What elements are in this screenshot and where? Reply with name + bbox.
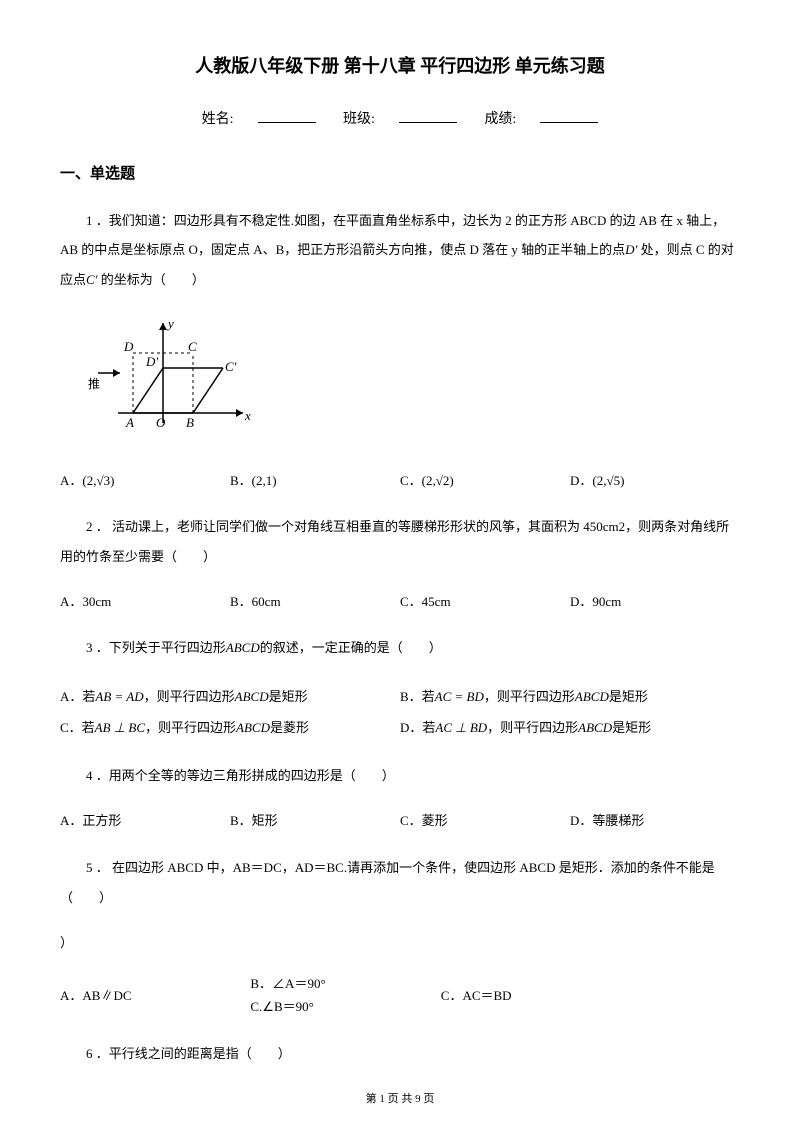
q5-opt-b: B．∠A＝90°: [250, 972, 440, 995]
post: 是矩形: [612, 720, 651, 735]
q5-opt-bc[interactable]: B．∠A＝90° C.∠B＝90°: [250, 972, 440, 1019]
label: D．: [570, 473, 592, 488]
name-label: 姓名:: [202, 112, 234, 127]
q3-opt-b[interactable]: B．若AC = BD，则平行四边形ABCD是矩形: [400, 681, 740, 712]
student-info: 姓名: 班级: 成绩:: [60, 107, 740, 132]
question-6: 6 ．平行线之间的距离是指（ ）: [60, 1039, 740, 1069]
svg-text:x: x: [244, 408, 251, 423]
q3-opt-d[interactable]: D．若AC ⊥ BD，则平行四边形ABCD是矩形: [400, 712, 740, 743]
score-label: 成绩:: [484, 112, 516, 127]
label: A．: [60, 473, 82, 488]
class-blank[interactable]: [399, 109, 457, 123]
q1-options: A．(2,√3) B．(2,1) C．(2,√2) D．(2,√5): [60, 469, 740, 492]
svg-text:B: B: [186, 415, 194, 430]
q4-opt-d[interactable]: D．等腰梯形: [570, 809, 740, 832]
q3-post: 的叙述，一定正确的是（ ）: [260, 640, 442, 655]
mid: ，则平行四边形: [144, 689, 235, 704]
value: (2,√3): [82, 473, 114, 488]
section-header: 一、单选题: [60, 161, 740, 188]
label: A．若: [60, 689, 95, 704]
label: B．若: [400, 689, 435, 704]
svg-text:D': D': [145, 354, 158, 369]
q2-options: A．30cm B．60cm C．45cm D．90cm: [60, 590, 740, 613]
value: (2,1): [252, 473, 277, 488]
q2-opt-c[interactable]: C．45cm: [400, 590, 570, 613]
q1-opt-d[interactable]: D．(2,√5): [570, 469, 740, 492]
math-abcd: ABCD: [226, 640, 260, 655]
class-label: 班级:: [343, 112, 375, 127]
q4-opt-b[interactable]: B．矩形: [230, 809, 400, 832]
mid: ，则平行四边形: [487, 720, 578, 735]
label: C．: [400, 473, 422, 488]
math: AB ⊥ BC: [95, 720, 145, 735]
q3-pre: 3 ．下列关于平行四边形: [86, 640, 226, 655]
math2: ABCD: [575, 689, 609, 704]
mid: ，则平行四边形: [484, 689, 575, 704]
svg-text:A: A: [125, 415, 134, 430]
math-c-prime: C': [86, 272, 97, 287]
q1-figure: D C D' C' A O B x y 推: [88, 313, 740, 450]
math2: ABCD: [236, 720, 270, 735]
svg-text:推: 推: [88, 377, 100, 391]
q1-opt-c[interactable]: C．(2,√2): [400, 469, 570, 492]
value: (2,√5): [592, 473, 624, 488]
q2-opt-b[interactable]: B．60cm: [230, 590, 400, 613]
question-1: 1 ．我们知道：四边形具有不稳定性.如图，在平面直角坐标系中，边长为 2 的正方…: [60, 206, 740, 296]
question-5: 5 ． 在四边形 ABCD 中，AB＝DC，AD＝BC.请再添加一个条件，使四边…: [60, 853, 740, 913]
q3-opt-a[interactable]: A．若AB = AD，则平行四边形ABCD是矩形: [60, 681, 400, 712]
svg-text:D: D: [123, 339, 134, 354]
label: D．若: [400, 720, 435, 735]
value: (2,√2): [422, 473, 454, 488]
q4-options: A．正方形 B．矩形 C．菱形 D．等腰梯形: [60, 809, 740, 832]
post: 是矩形: [269, 689, 308, 704]
q1-mid2: 的坐标为（ ）: [97, 272, 204, 287]
svg-text:C: C: [188, 339, 197, 354]
q4-opt-c[interactable]: C．菱形: [400, 809, 570, 832]
score-blank[interactable]: [540, 109, 598, 123]
q1-opt-b[interactable]: B．(2,1): [230, 469, 400, 492]
q5-opt-c: C.∠B＝90°: [250, 995, 440, 1018]
q2-opt-a[interactable]: A．30cm: [60, 590, 230, 613]
math: AC ⊥ BD: [435, 720, 487, 735]
q5-close: ）: [60, 931, 740, 954]
svg-text:O: O: [156, 415, 166, 430]
math-d-prime: D': [625, 242, 637, 257]
question-4: 4 ．用两个全等的等边三角形拼成的四边形是（ ）: [60, 761, 740, 791]
question-3: 3 ．下列关于平行四边形ABCD的叙述，一定正确的是（ ）: [60, 633, 740, 663]
q1-opt-a[interactable]: A．(2,√3): [60, 469, 230, 492]
label: B．: [230, 473, 252, 488]
q5-options: A．AB∥DC B．∠A＝90° C.∠B＝90° C．AC＝BD: [60, 972, 740, 1019]
q2-opt-d[interactable]: D．90cm: [570, 590, 740, 613]
page-footer: 第 1 页 共 9 页: [0, 1090, 800, 1110]
svg-text:C': C': [225, 359, 237, 374]
name-blank[interactable]: [258, 109, 316, 123]
page-title: 人教版八年级下册 第十八章 平行四边形 单元练习题: [60, 50, 740, 82]
math: AC = BD: [435, 689, 484, 704]
mid: ，则平行四边形: [145, 720, 236, 735]
post: 是矩形: [609, 689, 648, 704]
question-2: 2 ． 活动课上，老师让同学们做一个对角线互相垂直的等腰梯形形状的风筝，其面积为…: [60, 512, 740, 572]
q5-opt-a[interactable]: A．AB∥DC: [60, 984, 250, 1007]
q3-opt-c[interactable]: C．若AB ⊥ BC，则平行四边形ABCD是菱形: [60, 712, 400, 743]
q3-options: A．若AB = AD，则平行四边形ABCD是矩形 B．若AC = BD，则平行四…: [60, 681, 740, 743]
q4-opt-a[interactable]: A．正方形: [60, 809, 230, 832]
math2: ABCD: [235, 689, 269, 704]
math: AB = AD: [95, 689, 143, 704]
post: 是菱形: [270, 720, 309, 735]
q5-opt-d[interactable]: C．AC＝BD: [441, 984, 631, 1007]
label: C．若: [60, 720, 95, 735]
math2: ABCD: [578, 720, 612, 735]
svg-text:y: y: [166, 316, 174, 331]
